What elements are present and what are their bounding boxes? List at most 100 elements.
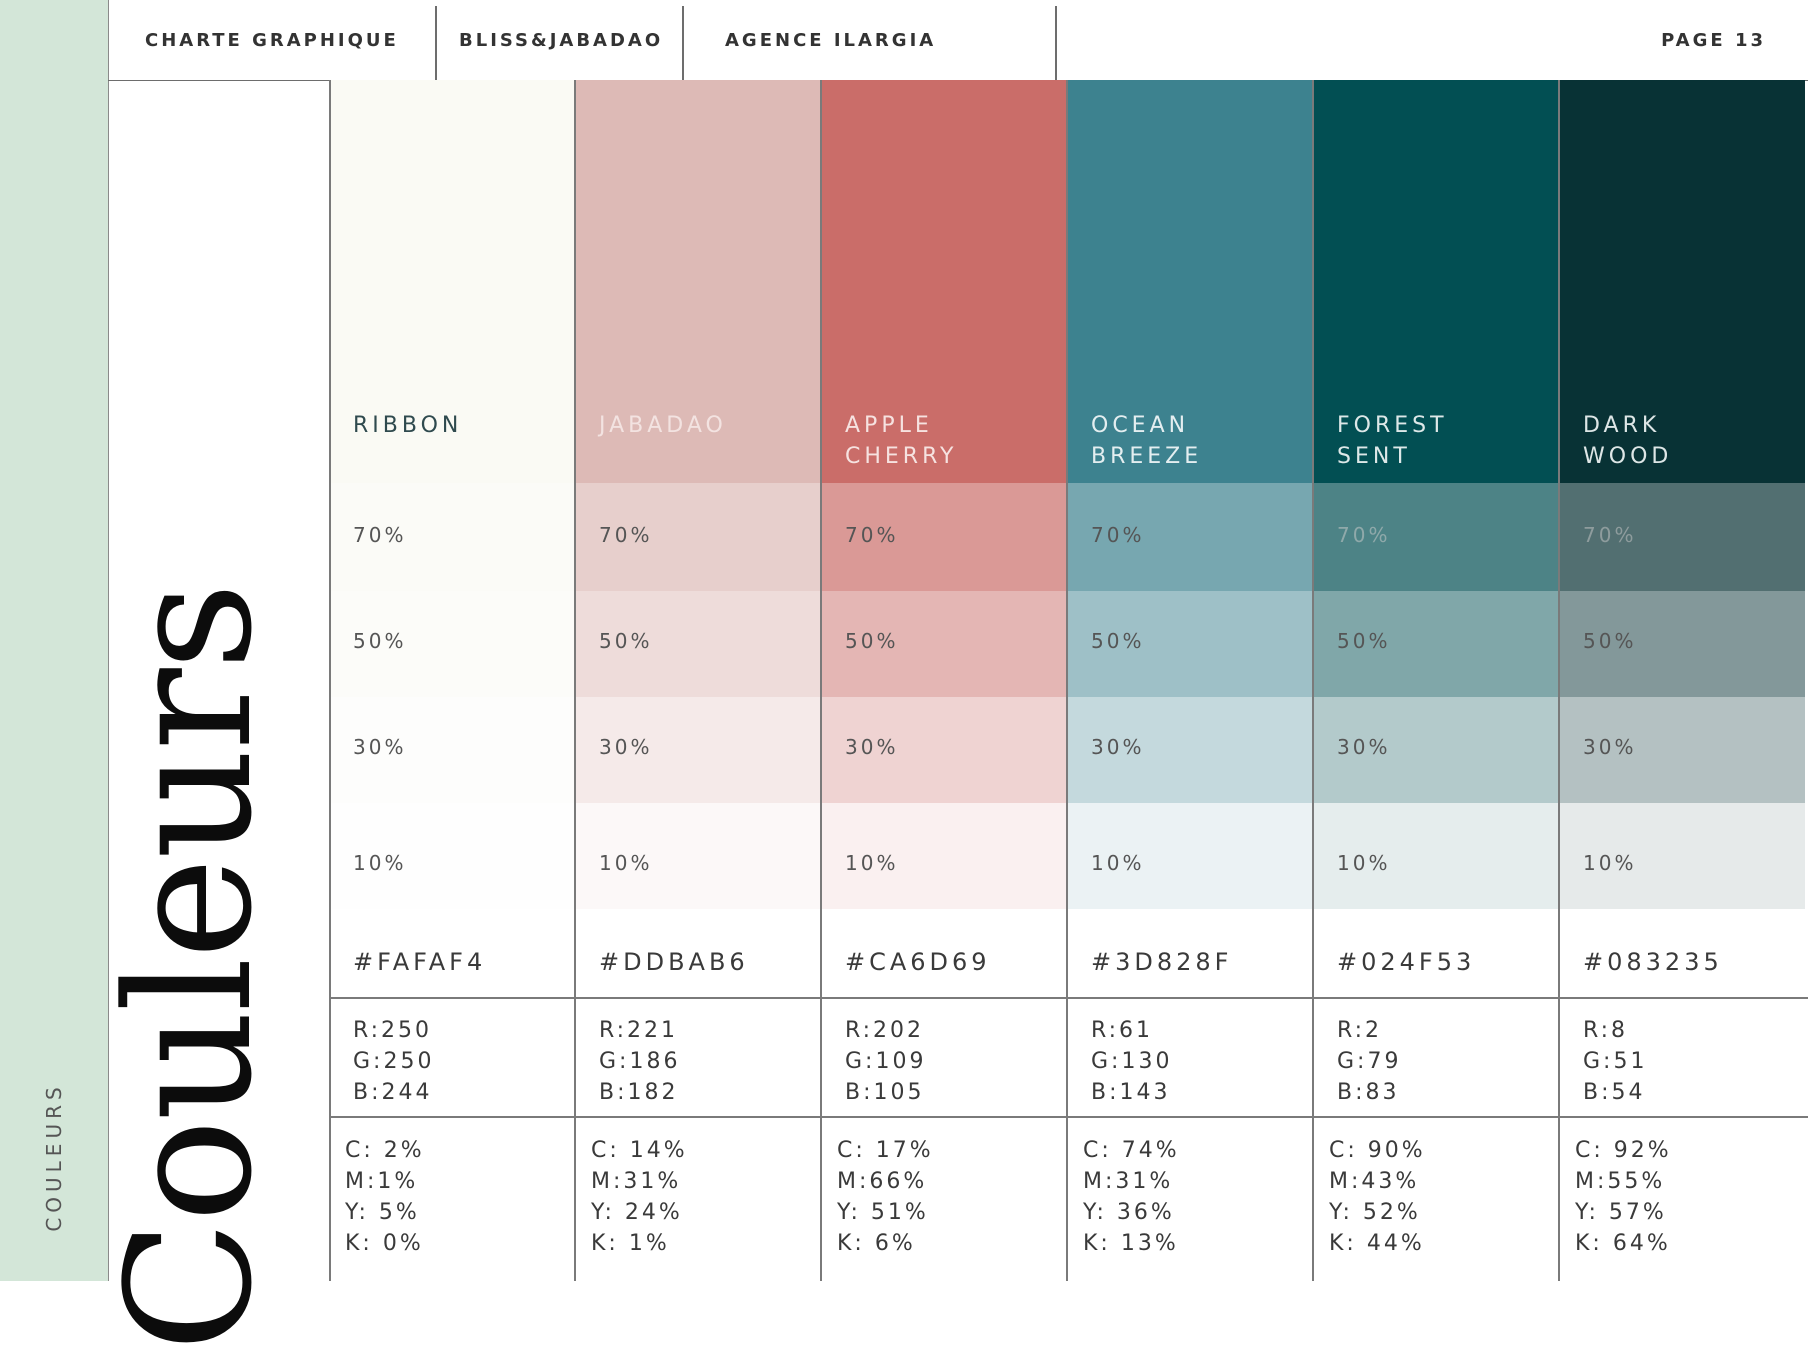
rgb-value: R:2 bbox=[1337, 1018, 1383, 1043]
tint-swatch bbox=[329, 803, 575, 909]
tint-label: 30% bbox=[1091, 735, 1145, 759]
tint-swatch bbox=[1559, 483, 1805, 591]
cmyk-value: K: 44% bbox=[1329, 1231, 1425, 1256]
tint-swatch bbox=[1067, 803, 1313, 909]
hex-code: #CA6D69 bbox=[845, 948, 991, 976]
grid-divider bbox=[1066, 80, 1068, 1281]
header-divider bbox=[682, 6, 684, 80]
rgb-value: G:79 bbox=[1337, 1049, 1402, 1074]
rgb-value: G:186 bbox=[599, 1049, 681, 1074]
rgb-value: R:221 bbox=[599, 1018, 679, 1043]
cmyk-value: Y: 57% bbox=[1575, 1200, 1667, 1225]
color-column: DARK WOOD 70% 50% 30% 10% #083235 R:8 G:51 B:54 C… bbox=[1559, 80, 1805, 1281]
tint-swatch bbox=[1313, 591, 1559, 697]
cmyk-value: C: 74% bbox=[1083, 1138, 1180, 1163]
color-swatch: JABADAO bbox=[575, 80, 821, 483]
tint-label: 50% bbox=[1091, 629, 1145, 653]
cmyk-values: C: 17% M:66% Y: 51% K: 6% bbox=[837, 1135, 934, 1259]
tint-label: 30% bbox=[1337, 735, 1391, 759]
tint-label: 70% bbox=[845, 523, 899, 547]
header-divider bbox=[1055, 6, 1057, 80]
cmyk-value: M:31% bbox=[591, 1169, 682, 1194]
color-column: OCEAN BREEZE 70% 50% 30% 10% #3D828F R:61 G:130… bbox=[1067, 80, 1313, 1281]
tint-label: 50% bbox=[845, 629, 899, 653]
tint-swatch bbox=[1067, 591, 1313, 697]
rgb-value: G:130 bbox=[1091, 1049, 1173, 1074]
color-name: OCEAN BREEZE bbox=[1091, 413, 1203, 469]
grid-divider bbox=[1558, 80, 1560, 1281]
rgb-values: R:221 G:186 B:182 bbox=[599, 1015, 680, 1108]
rgb-value: B:83 bbox=[1337, 1080, 1400, 1105]
cmyk-value: K: 13% bbox=[1083, 1231, 1179, 1256]
tint-label: 70% bbox=[1091, 523, 1145, 547]
color-name: DARK WOOD bbox=[1583, 413, 1673, 469]
tint-label: 30% bbox=[1583, 735, 1637, 759]
cmyk-value: C: 92% bbox=[1575, 1138, 1672, 1163]
sidebar-section-label: COULEURS bbox=[42, 1082, 66, 1232]
tint-label: 50% bbox=[353, 629, 407, 653]
tint-label: 70% bbox=[599, 523, 653, 547]
hex-code: #083235 bbox=[1583, 948, 1723, 976]
rgb-value: B:105 bbox=[845, 1080, 925, 1105]
tint-label: 30% bbox=[353, 735, 407, 759]
hex-code: #DDBAB6 bbox=[599, 948, 749, 976]
tint-swatch bbox=[821, 803, 1067, 909]
tint-swatch bbox=[329, 697, 575, 803]
tint-swatch bbox=[821, 483, 1067, 591]
tint-swatch bbox=[329, 483, 575, 591]
color-column: FOREST SENT 70% 50% 30% 10% #024F53 R:2 G:79 B:8… bbox=[1313, 80, 1559, 1281]
header-doc-title: CHARTE GRAPHIQUE bbox=[145, 29, 399, 51]
tint-swatch bbox=[1067, 697, 1313, 803]
rgb-value: B:54 bbox=[1583, 1080, 1646, 1105]
rgb-value: G:51 bbox=[1583, 1049, 1648, 1074]
tint-swatch bbox=[1559, 591, 1805, 697]
rgb-value: R:202 bbox=[845, 1018, 925, 1043]
rgb-values: R:250 G:250 B:244 bbox=[353, 1015, 434, 1108]
hex-code: #FAFAF4 bbox=[353, 948, 487, 976]
cmyk-value: K: 0% bbox=[345, 1231, 424, 1256]
rgb-value: B:244 bbox=[353, 1080, 433, 1105]
tint-label: 10% bbox=[845, 851, 899, 875]
tint-swatch bbox=[1067, 483, 1313, 591]
grid-divider bbox=[329, 80, 331, 1281]
tint-swatch bbox=[575, 483, 821, 591]
rgb-value: B:182 bbox=[599, 1080, 679, 1105]
tint-swatch bbox=[1559, 803, 1805, 909]
cmyk-values: C: 2% M:1% Y: 5% K: 0% bbox=[345, 1135, 425, 1259]
cmyk-value: Y: 52% bbox=[1329, 1200, 1421, 1225]
tint-swatch bbox=[575, 803, 821, 909]
hex-code: #3D828F bbox=[1091, 948, 1233, 976]
tint-label: 70% bbox=[353, 523, 407, 547]
hex-code: #024F53 bbox=[1337, 948, 1476, 976]
cmyk-value: M:66% bbox=[837, 1169, 928, 1194]
tint-label: 10% bbox=[599, 851, 653, 875]
rgb-values: R:61 G:130 B:143 bbox=[1091, 1015, 1172, 1108]
cmyk-value: M:1% bbox=[345, 1169, 419, 1194]
color-column: RIBBON 70% 50% 30% 10% #FAFAF4 R:250 G:250 B:244… bbox=[329, 80, 575, 1281]
rgb-value: G:250 bbox=[353, 1049, 435, 1074]
tint-label: 50% bbox=[599, 629, 653, 653]
header-divider bbox=[435, 6, 437, 80]
color-column: APPLE CHERRY 70% 50% 30% 10% #CA6D69 R:202 G:10… bbox=[821, 80, 1067, 1281]
cmyk-value: Y: 24% bbox=[591, 1200, 683, 1225]
cmyk-value: K: 1% bbox=[591, 1231, 670, 1256]
color-swatch: APPLE CHERRY bbox=[821, 80, 1067, 483]
color-palette-grid: RIBBON 70% 50% 30% 10% #FAFAF4 R:250 G:250 B:244… bbox=[329, 80, 1808, 1281]
color-swatch: FOREST SENT bbox=[1313, 80, 1559, 483]
tint-label: 30% bbox=[599, 735, 653, 759]
rgb-values: R:202 G:109 B:105 bbox=[845, 1015, 926, 1108]
grid-divider bbox=[1312, 80, 1314, 1281]
grid-divider bbox=[574, 80, 576, 1281]
cmyk-value: K: 64% bbox=[1575, 1231, 1671, 1256]
sidebar-band: COULEURS bbox=[0, 0, 109, 1281]
cmyk-values: C: 74% M:31% Y: 36% K: 13% bbox=[1083, 1135, 1180, 1259]
rgb-value: G:109 bbox=[845, 1049, 927, 1074]
tint-swatch bbox=[1313, 803, 1559, 909]
grid-divider bbox=[329, 1116, 1808, 1118]
tint-label: 10% bbox=[1091, 851, 1145, 875]
tint-label: 10% bbox=[1583, 851, 1637, 875]
cmyk-values: C: 14% M:31% Y: 24% K: 1% bbox=[591, 1135, 688, 1259]
tint-label: 10% bbox=[1337, 851, 1391, 875]
color-column: JABADAO 70% 50% 30% 10% #DDBAB6 R:221 G:186 B:18… bbox=[575, 80, 821, 1281]
